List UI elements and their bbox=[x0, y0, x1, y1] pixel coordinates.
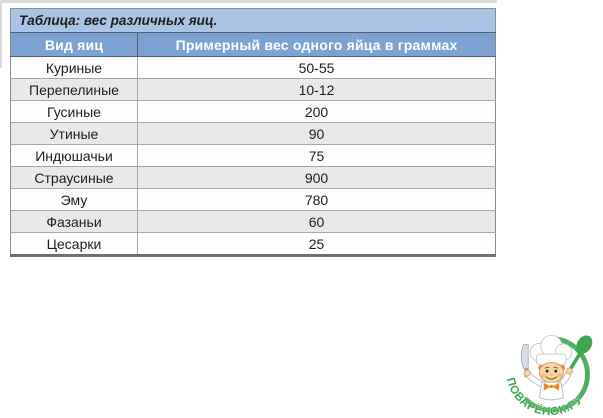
egg-type-cell: Индюшачьи bbox=[10, 144, 138, 167]
table-row: Цесарки 25 bbox=[10, 232, 496, 256]
table-row: Куриные 50-55 bbox=[10, 56, 496, 79]
table-head: Таблица: вес различных яиц. Вид яиц Прим… bbox=[10, 8, 496, 57]
table-row: Страусиные 900 bbox=[10, 166, 496, 189]
egg-weight-cell: 780 bbox=[137, 188, 496, 211]
egg-type-cell: Утиные bbox=[10, 122, 138, 145]
egg-weight-table: Таблица: вес различных яиц. Вид яиц Прим… bbox=[10, 8, 496, 257]
egg-weight-cell: 25 bbox=[137, 232, 496, 256]
right-hand bbox=[565, 367, 573, 375]
table-row: Утиные 90 bbox=[10, 122, 496, 145]
bow-tie-icon bbox=[543, 382, 560, 391]
egg-type-cell: Эму bbox=[10, 188, 138, 211]
table-row: Фазаньи 60 bbox=[10, 210, 496, 233]
egg-weight-cell: 90 bbox=[137, 122, 496, 145]
egg-weight-cell: 10-12 bbox=[137, 78, 496, 101]
egg-weight-cell: 900 bbox=[137, 166, 496, 189]
column-header-egg-type: Вид яиц bbox=[10, 32, 138, 57]
egg-type-cell: Перепелиные bbox=[10, 78, 138, 101]
left-hand bbox=[523, 369, 531, 377]
egg-type-cell: Гусиные bbox=[10, 100, 138, 123]
column-header-egg-weight: Примерный вес одного яйца в граммах bbox=[137, 32, 496, 57]
povarenok-logo: ПОВАРЁНОК.РУ bbox=[503, 334, 593, 417]
left-border-artifact bbox=[0, 0, 2, 68]
table-title: Таблица: вес различных яиц. bbox=[10, 8, 496, 33]
egg-weight-cell: 50-55 bbox=[137, 56, 496, 79]
table-row: Эму 780 bbox=[10, 188, 496, 211]
egg-weight-cell: 60 bbox=[137, 210, 496, 233]
table-row: Гусиные 200 bbox=[10, 100, 496, 123]
table-title-row: Таблица: вес различных яиц. bbox=[10, 8, 496, 33]
egg-type-cell: Цесарки bbox=[10, 232, 138, 256]
egg-type-cell: Фазаньи bbox=[10, 210, 138, 233]
chef-face bbox=[538, 361, 566, 384]
table-header-row: Вид яиц Примерный вес одного яйца в грам… bbox=[10, 32, 496, 57]
chef-hat-icon bbox=[529, 334, 573, 366]
top-border-artifact bbox=[0, 0, 497, 3]
table-row: Перепелиные 10-12 bbox=[10, 78, 496, 101]
chef-jacket bbox=[538, 381, 565, 401]
logo-ring bbox=[523, 336, 590, 413]
table-body: Куриные 50-55 Перепелиные 10-12 Гусиные 200 Ут… bbox=[10, 56, 496, 256]
egg-type-cell: Куриные bbox=[10, 56, 138, 79]
egg-type-cell: Страусиные bbox=[10, 166, 138, 189]
egg-weight-cell: 75 bbox=[137, 144, 496, 167]
egg-weight-cell: 200 bbox=[137, 100, 496, 123]
ladle-icon bbox=[567, 335, 593, 374]
table-row: Индюшачьи 75 bbox=[10, 144, 496, 167]
